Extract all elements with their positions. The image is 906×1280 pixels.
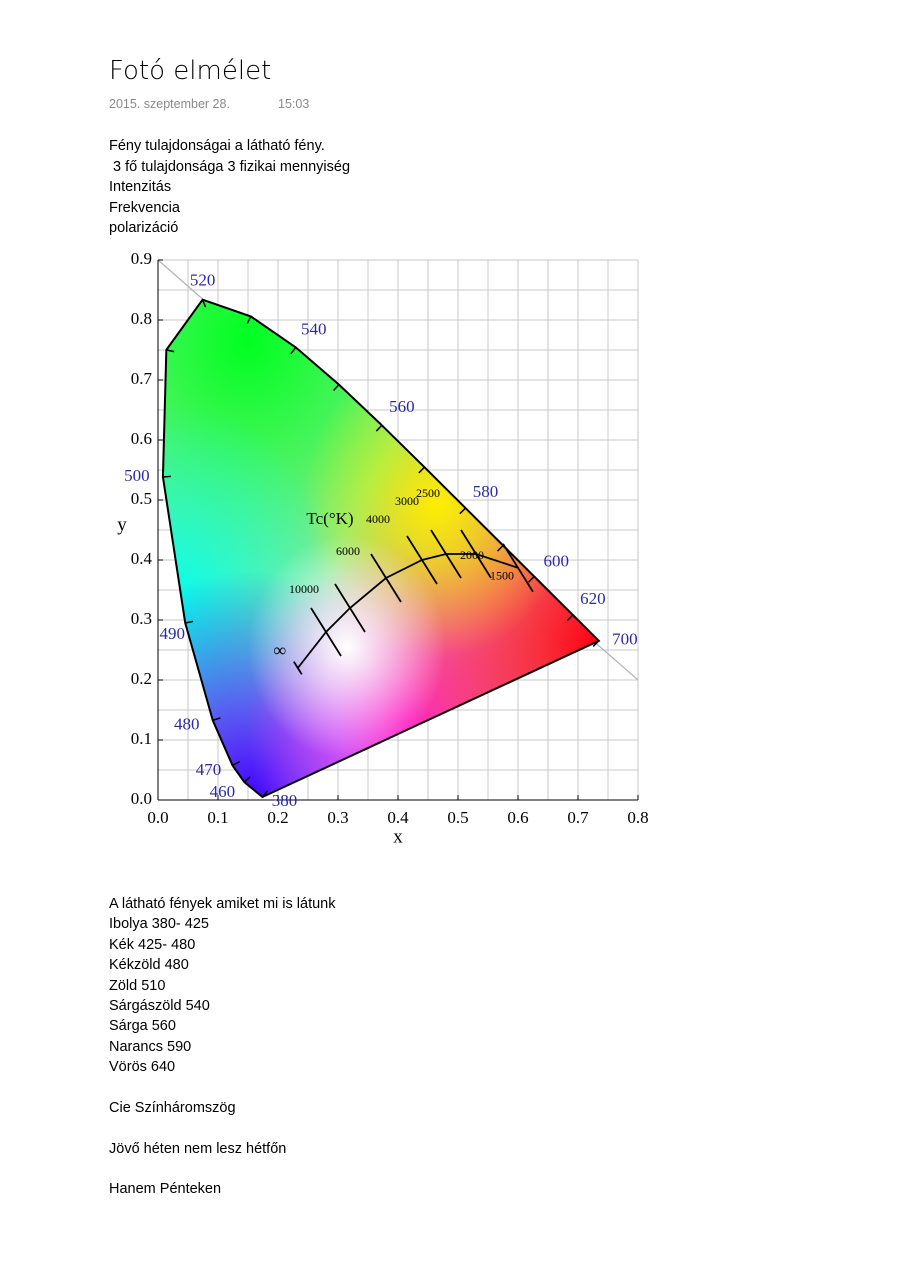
locus-tick	[290, 346, 297, 355]
temperature-label: 6000	[336, 544, 360, 558]
x-tick-label: 0.3	[327, 808, 348, 827]
x-tick-label: 0.1	[207, 808, 228, 827]
wavelength-label: 520	[190, 271, 216, 290]
wavelength-label: 620	[580, 589, 606, 608]
isotherm	[460, 529, 492, 579]
locus-tick	[246, 316, 252, 324]
text-line: Sárgászöld 540	[109, 998, 210, 1014]
locus-tick	[496, 544, 504, 552]
temperature-label: 2000	[460, 548, 484, 562]
x-tick-label: 0.8	[627, 808, 648, 827]
isotherm	[406, 535, 438, 585]
y-tick-label: 0.3	[131, 609, 152, 628]
y-tick-label: 0.8	[131, 309, 152, 328]
locus-tick	[185, 620, 194, 624]
text-line: Fény tulajdonságai a látható fény.	[109, 138, 325, 154]
temperature-label: 2500	[416, 486, 440, 500]
planck-title: Tc(°K)	[306, 509, 353, 528]
wavelength-label: 560	[389, 397, 415, 416]
y-tick-label: 0.5	[131, 489, 152, 508]
temperature-label: 4000	[366, 512, 390, 526]
wavelength-label: 380	[272, 791, 298, 810]
wavelength-label: 480	[174, 714, 200, 733]
locus-tick	[261, 790, 269, 798]
locus-tick	[528, 575, 535, 583]
x-tick-label: 0.5	[447, 808, 468, 827]
locus-tick	[375, 424, 383, 432]
text-line: Zöld 510	[109, 977, 166, 994]
wavelength-label: 470	[196, 760, 222, 779]
locus-tick	[232, 761, 240, 766]
page-title: Fotó elmélet	[109, 56, 272, 86]
wavelength-label: 540	[301, 319, 327, 338]
y-tick-label: 0.9	[131, 249, 152, 268]
time: 15:03	[278, 97, 310, 111]
temperature-label: ∞	[273, 640, 286, 660]
x-tick-label: 0.7	[567, 808, 589, 827]
y-tick-label: 0.7	[131, 369, 153, 388]
locus-tick	[201, 299, 207, 308]
isotherm	[370, 553, 402, 603]
temperature-label: 1500	[490, 569, 514, 583]
planckian-locus	[297, 553, 519, 669]
locus-tick	[566, 614, 574, 622]
isotherm	[293, 661, 303, 675]
isotherm	[430, 529, 462, 579]
y-tick-label: 0.0	[131, 789, 152, 808]
wavelength-label: 500	[124, 466, 150, 485]
locus-tick	[459, 507, 467, 515]
y-axis-label: y	[117, 514, 127, 535]
y-tick-label: 0.6	[131, 429, 152, 448]
text-line: Kék 425- 480	[109, 936, 196, 953]
text-line: Narancs 590	[109, 1038, 192, 1055]
text-line: Kékzöld 480	[109, 957, 189, 974]
date: 2015. szeptember 28.	[109, 97, 230, 111]
text-line: Hanem Pénteken	[109, 1181, 222, 1197]
locus-tick	[162, 475, 171, 478]
locus-tick	[333, 384, 340, 392]
text-line: Vörös 640	[109, 1059, 176, 1076]
x-tick-label: 0.4	[387, 808, 409, 827]
text-line: Cie Színháromszög	[109, 1100, 236, 1116]
x-tick-label: 0.2	[267, 808, 288, 827]
text-line: Ibolya 380- 425	[109, 916, 209, 933]
locus-tick	[592, 640, 600, 648]
cie-diagram: 0.0 0.1 0.2 0.3 0.4 0.5 0.6 0.7 0.8 0.0 0.1 0.2 0.3 0…	[117, 249, 648, 847]
y-tick-label: 0.2	[131, 669, 152, 688]
locus-tick	[418, 466, 425, 474]
temperature-label: 10000	[289, 582, 319, 596]
text-line: 3 fő tulajdonsága 3 fizikai mennyiség	[109, 158, 351, 175]
text-line: Sárga 560	[109, 1018, 176, 1035]
y-tick-label: 0.4	[131, 549, 153, 568]
gamut-fill	[162, 299, 599, 797]
x-axis-label: x	[393, 826, 403, 847]
wavelength-label: 700	[612, 630, 638, 649]
wavelength-label: 580	[473, 482, 499, 501]
x-tick-label: 0.6	[507, 808, 528, 827]
temperature-label: 3000	[395, 494, 419, 508]
text-line: polarizáció	[109, 220, 179, 236]
isotherm	[502, 543, 534, 593]
x-tick-label: 0.0	[147, 808, 168, 827]
wavelength-label: 460	[210, 782, 236, 801]
isotherm	[310, 607, 342, 657]
text-line: Frekvencia	[109, 199, 180, 216]
y-tick-label: 0.1	[131, 729, 152, 748]
text-line: A látható fények amiket mi is látunk	[109, 896, 336, 912]
isotherm	[334, 583, 366, 633]
wavelength-label: 600	[543, 551, 569, 570]
locus-tick	[212, 717, 221, 722]
text-line: Jövő héten nem lesz hétfőn	[109, 1140, 287, 1157]
text-line: Intenzitás	[109, 179, 172, 195]
locus-tick	[166, 349, 175, 353]
wavelength-label: 490	[159, 624, 185, 643]
color-layer	[162, 299, 599, 797]
locus-tick	[243, 776, 251, 783]
